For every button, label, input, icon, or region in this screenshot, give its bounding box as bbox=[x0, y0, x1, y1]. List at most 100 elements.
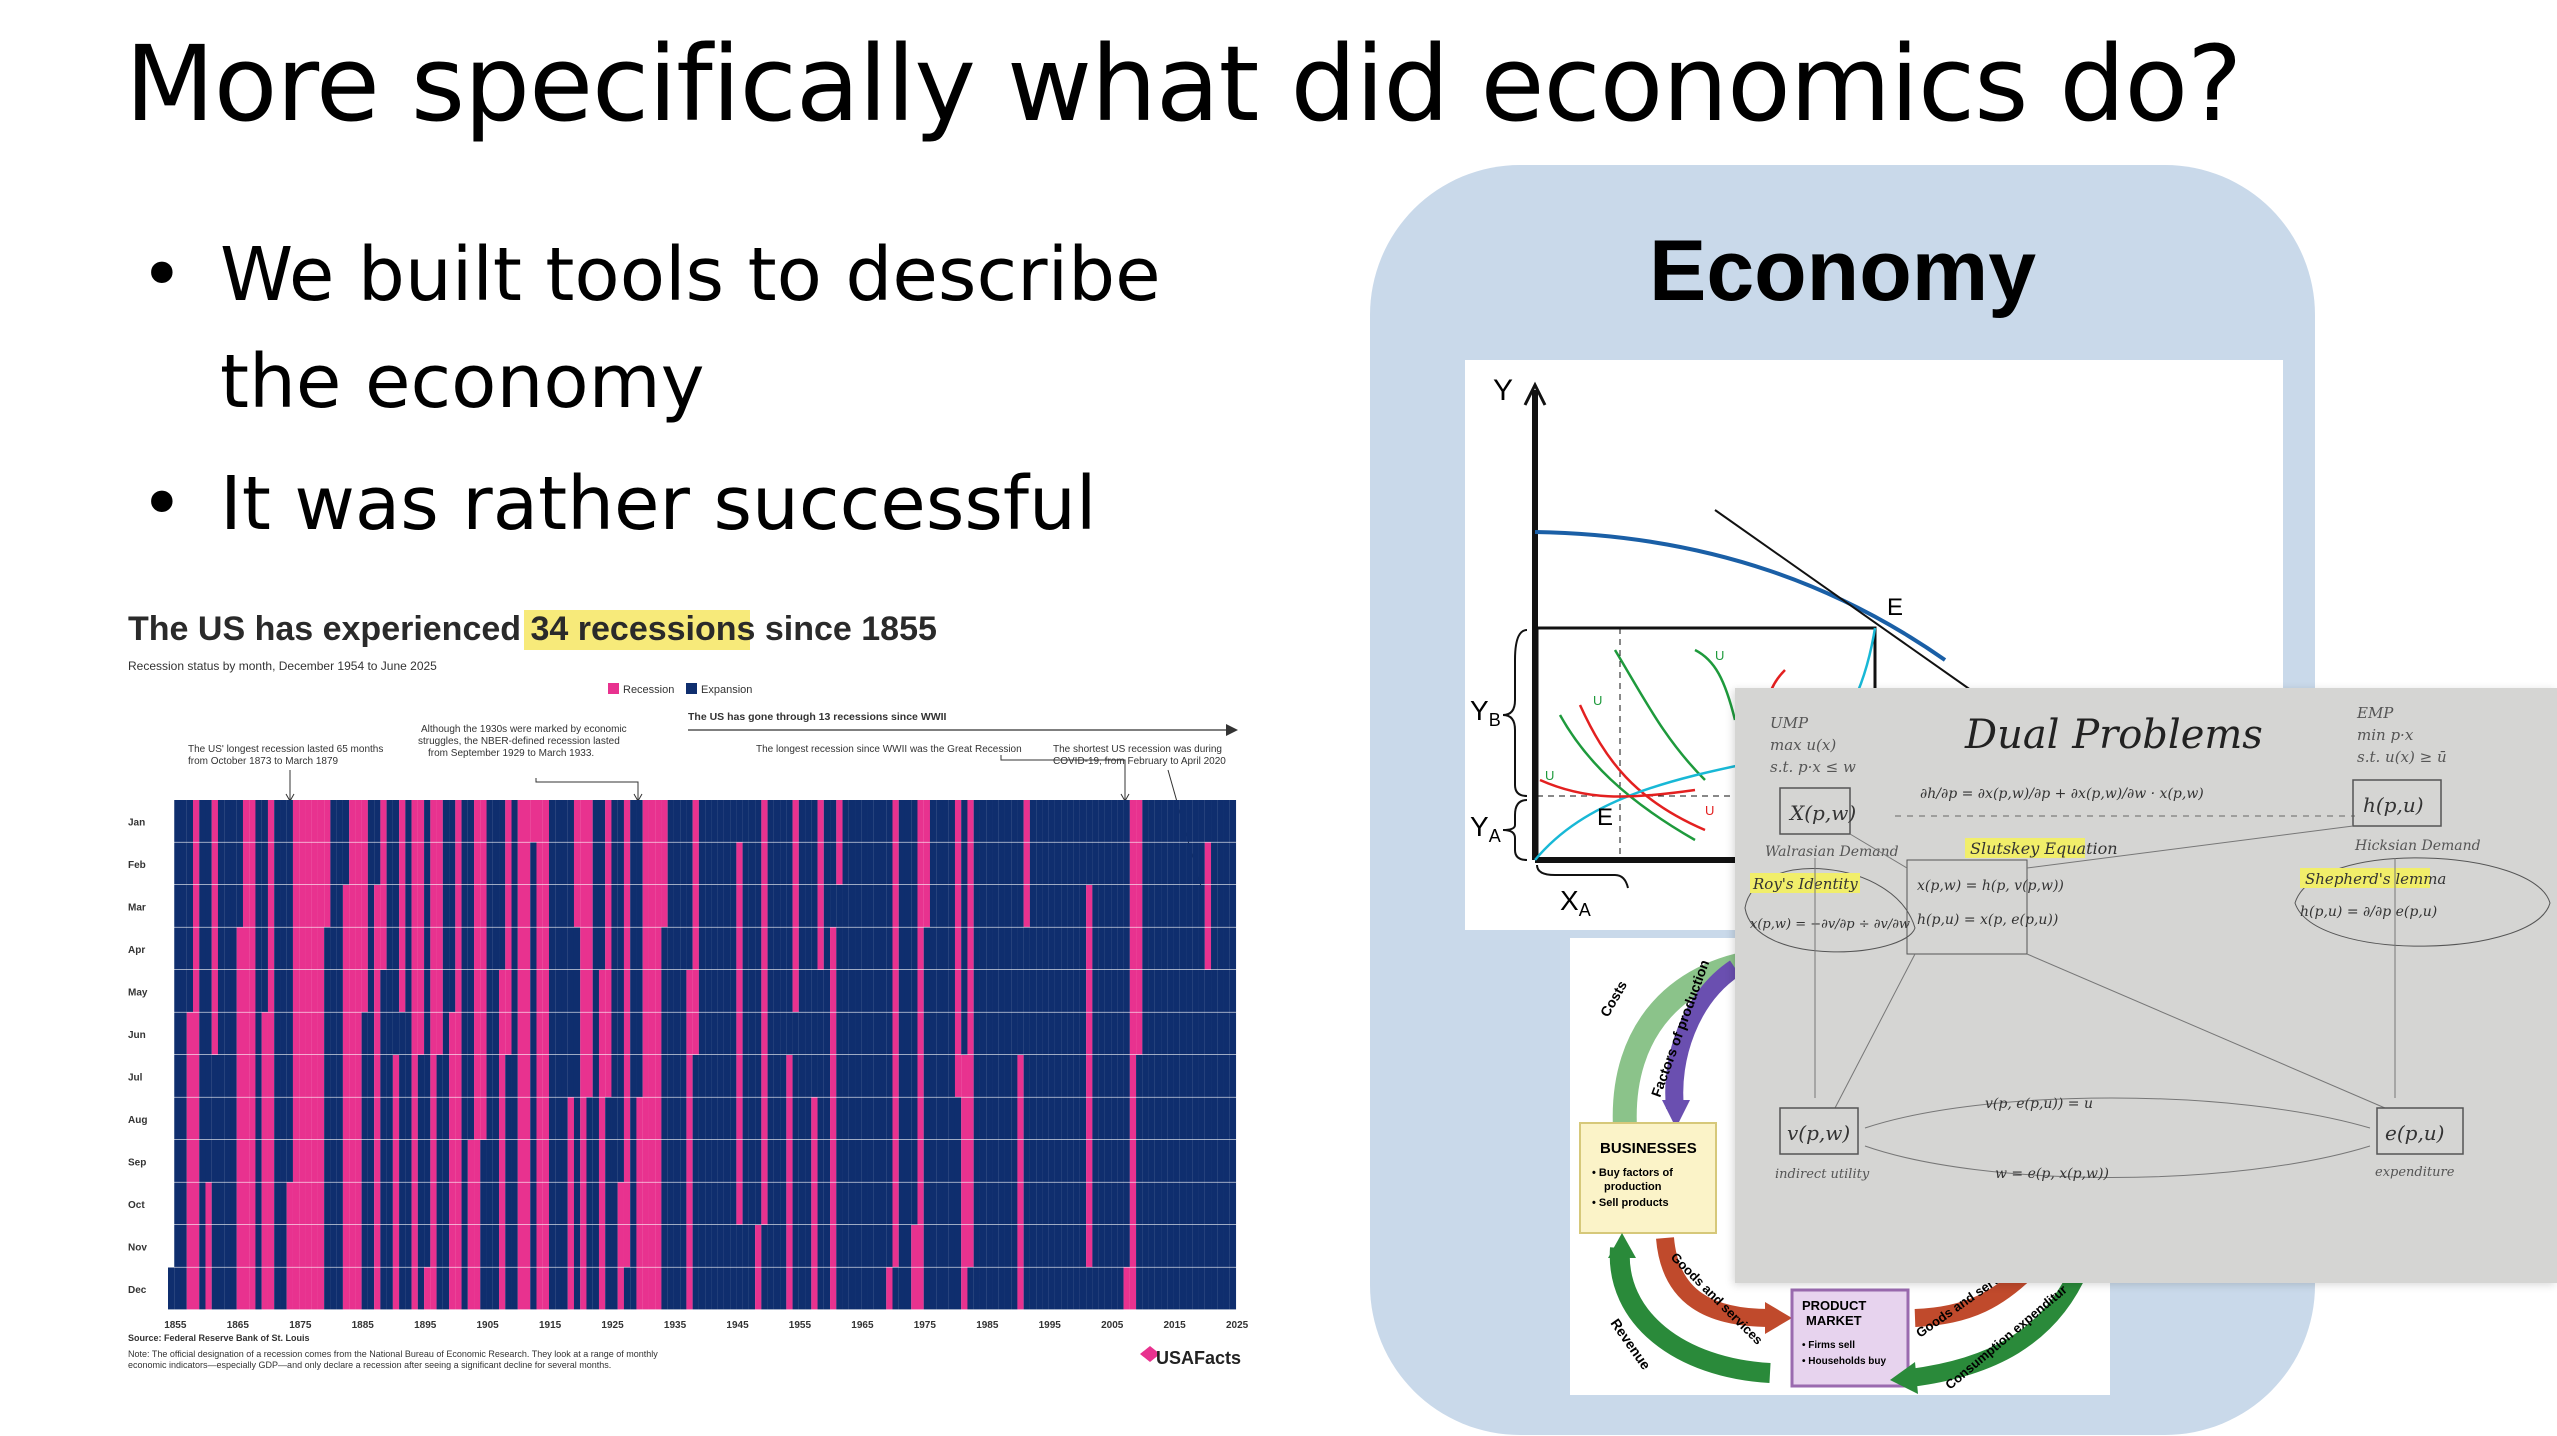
recession-cell bbox=[1042, 800, 1049, 842]
recession-cell bbox=[742, 1055, 749, 1097]
recession-cell bbox=[274, 800, 281, 842]
recession-cell bbox=[617, 1267, 624, 1310]
recession-cell bbox=[898, 1225, 906, 1267]
recession-cell bbox=[673, 1140, 681, 1182]
legend-recession-swatch bbox=[608, 683, 619, 694]
recession-cell bbox=[817, 1012, 824, 1055]
recession-cell bbox=[1161, 1012, 1168, 1055]
recession-cell bbox=[1229, 800, 1237, 842]
recession-cell bbox=[1192, 800, 1199, 842]
recession-cell bbox=[830, 1267, 837, 1310]
recession-cell bbox=[630, 1225, 637, 1267]
recession-cell bbox=[224, 1140, 231, 1182]
recession-cell bbox=[855, 800, 862, 842]
recession-cell bbox=[305, 800, 312, 842]
recession-cell bbox=[736, 842, 743, 885]
recession-cell bbox=[411, 800, 418, 842]
recession-cell bbox=[336, 1055, 343, 1097]
recession-cell bbox=[792, 800, 799, 842]
recession-cell bbox=[592, 1182, 599, 1225]
recession-cell bbox=[830, 1055, 837, 1097]
recession-cell bbox=[1017, 927, 1024, 970]
recession-cell bbox=[967, 1225, 974, 1267]
recession-cell bbox=[1079, 800, 1087, 842]
recession-cell bbox=[524, 842, 531, 885]
recession-cell bbox=[711, 1140, 718, 1182]
recession-cell bbox=[636, 1055, 643, 1097]
recession-cell bbox=[723, 1267, 731, 1310]
recession-cell bbox=[948, 1140, 955, 1182]
recession-cell bbox=[1148, 1055, 1155, 1097]
recession-cell bbox=[205, 1097, 212, 1140]
recession-cell bbox=[411, 885, 418, 927]
recession-cell bbox=[817, 1140, 824, 1182]
recession-cell bbox=[261, 927, 268, 970]
recession-cell bbox=[1167, 1140, 1174, 1182]
recession-cell bbox=[961, 1140, 968, 1182]
recession-cell bbox=[492, 842, 500, 885]
recession-cell bbox=[686, 1012, 693, 1055]
recession-cell bbox=[286, 800, 293, 842]
recession-cell bbox=[929, 885, 937, 927]
recession-cell bbox=[317, 842, 325, 885]
recession-cell bbox=[1067, 1012, 1074, 1055]
recession-cell bbox=[486, 842, 493, 885]
recession-cell bbox=[573, 1267, 581, 1310]
recession-cell bbox=[705, 1097, 712, 1140]
recession-cell bbox=[773, 885, 781, 927]
recession-cell bbox=[186, 842, 194, 885]
recession-cell bbox=[349, 1225, 356, 1267]
recession-cell bbox=[723, 1225, 731, 1267]
recession-cell bbox=[892, 885, 899, 927]
recession-cell bbox=[1211, 1055, 1218, 1097]
recession-cell bbox=[180, 1140, 187, 1182]
recession-cell bbox=[798, 1182, 806, 1225]
recession-cell bbox=[1086, 970, 1093, 1012]
recession-cell bbox=[517, 800, 525, 842]
recession-cell bbox=[929, 842, 937, 885]
recession-cell bbox=[1211, 842, 1218, 885]
recession-cell bbox=[867, 1097, 874, 1140]
recession-cell bbox=[861, 1140, 868, 1182]
recession-cell bbox=[898, 1097, 906, 1140]
recession-cell bbox=[1048, 1225, 1055, 1267]
recession-cell bbox=[224, 1055, 231, 1097]
recession-cell bbox=[1048, 800, 1055, 842]
recession-cell bbox=[492, 1012, 500, 1055]
recession-cell bbox=[567, 1055, 575, 1097]
recession-cell bbox=[755, 927, 762, 970]
recession-cell bbox=[342, 1012, 350, 1055]
recession-cell bbox=[867, 970, 874, 1012]
recession-cell bbox=[311, 842, 318, 885]
recession-cell bbox=[717, 1182, 724, 1225]
recession-cell bbox=[361, 970, 368, 1012]
recession-cell bbox=[686, 927, 693, 970]
recession-cell bbox=[961, 1055, 968, 1097]
recession-cell bbox=[986, 842, 993, 885]
recession-cell bbox=[580, 1267, 587, 1310]
recession-cell bbox=[1104, 842, 1112, 885]
recession-cell bbox=[336, 1140, 343, 1182]
recession-cell bbox=[617, 1140, 624, 1182]
recession-cell bbox=[911, 1182, 918, 1225]
recession-cell bbox=[286, 1055, 293, 1097]
recession-cell bbox=[1042, 885, 1049, 927]
recession-cell bbox=[499, 970, 506, 1012]
recession-cell bbox=[692, 842, 699, 885]
recession-cell bbox=[673, 842, 681, 885]
recession-cell bbox=[986, 927, 993, 970]
recession-cell bbox=[567, 885, 575, 927]
recession-cell bbox=[299, 1140, 306, 1182]
recession-cell bbox=[267, 842, 275, 885]
recession-cell bbox=[992, 1012, 999, 1055]
recession-cell bbox=[892, 1140, 899, 1182]
recession-cell bbox=[917, 800, 924, 842]
dual-eq-1: v(p, e(p,u)) = u bbox=[1985, 1096, 2093, 1112]
recession-cell bbox=[1179, 1140, 1187, 1182]
recession-cell bbox=[892, 1097, 899, 1140]
recession-cell bbox=[742, 1012, 749, 1055]
recession-cell bbox=[524, 970, 531, 1012]
product-market-label: PRODUCT MARKET bbox=[1802, 1298, 1866, 1328]
recession-cell bbox=[1117, 1055, 1124, 1097]
recession-cell bbox=[180, 885, 187, 927]
